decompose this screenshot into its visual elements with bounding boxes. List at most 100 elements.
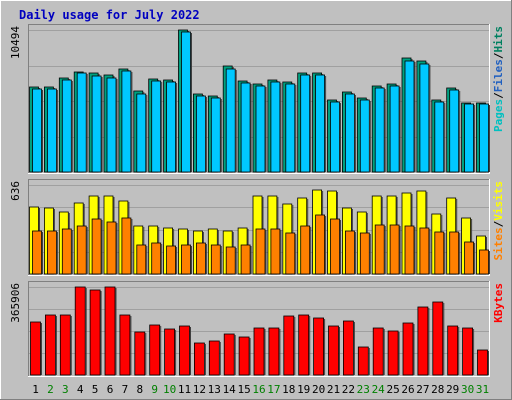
legend-kbytes: KBytes (492, 283, 505, 323)
bar-visits-sites-20 (315, 214, 326, 275)
bar-kbytes-kbytes-29 (447, 325, 459, 376)
bar-visits-sites-17 (270, 228, 281, 275)
bar-visits-sites-24 (374, 224, 385, 275)
day-label-20: 20 (312, 383, 325, 396)
panel-kbytes: 365906 KBytes (9, 281, 505, 377)
bar-kbytes-kbytes-8 (134, 331, 146, 376)
legend-item-files: Files (492, 59, 505, 92)
day-label-23: 23 (357, 383, 370, 396)
day-label-30: 30 (461, 383, 474, 396)
bar-kbytes-kbytes-25 (387, 330, 399, 376)
bar-visits-sites-29 (449, 231, 460, 275)
bar-hits-files-12 (195, 95, 206, 173)
bar-visits-sites-18 (285, 232, 296, 275)
bar-kbytes-kbytes-20 (313, 317, 325, 376)
bar-hits-files-20 (315, 74, 326, 173)
bar-visits-sites-21 (330, 218, 340, 275)
bar-hits-files-30 (464, 103, 475, 173)
bar-hits-files-5 (91, 75, 102, 173)
bar-visits-sites-14 (225, 246, 236, 275)
day-label-10: 10 (163, 383, 176, 396)
bar-visits-sites-27 (419, 227, 430, 275)
legend-item-kbytes: KBytes (492, 283, 505, 323)
bar-visits-sites-26 (404, 225, 415, 275)
bar-kbytes-kbytes-27 (417, 306, 429, 376)
bar-visits-sites-8 (136, 244, 147, 275)
bar-kbytes-kbytes-1 (30, 321, 41, 376)
legend-item-sites: Sites (492, 227, 505, 260)
bar-hits-files-16 (255, 85, 266, 173)
panel-visits: 636 Sites/Visits (9, 179, 505, 276)
legend-visits: Sites/Visits (492, 181, 505, 261)
day-label-24: 24 (372, 383, 386, 396)
bar-kbytes-kbytes-12 (193, 342, 205, 376)
bar-kbytes-kbytes-2 (45, 314, 56, 376)
day-label-31: 31 (476, 383, 489, 396)
bar-hits-files-17 (270, 81, 281, 173)
day-label-28: 28 (431, 383, 444, 396)
bar-kbytes-kbytes-17 (268, 327, 280, 376)
bar-hits-files-31 (479, 103, 489, 173)
day-label-16: 16 (252, 383, 265, 396)
bar-hits-files-1 (32, 88, 42, 173)
day-label-3: 3 (62, 383, 69, 396)
legend-item-hits: Hits (492, 26, 505, 53)
day-label-29: 29 (446, 383, 459, 396)
bar-visits-sites-9 (151, 242, 162, 275)
max-label-kbytes: 365906 (9, 283, 22, 323)
bar-kbytes-kbytes-21 (328, 325, 339, 376)
bar-kbytes-kbytes-16 (253, 327, 265, 376)
bar-visits-sites-12 (195, 242, 206, 275)
legend-separator: / (492, 220, 505, 227)
day-label-27: 27 (416, 383, 429, 396)
day-label-9: 9 (151, 383, 158, 396)
bar-kbytes-kbytes-23 (357, 346, 369, 376)
legend-item-pages: Pages (492, 99, 505, 132)
day-label-17: 17 (267, 383, 280, 396)
day-label-22: 22 (342, 383, 355, 396)
bar-hits-files-19 (300, 74, 311, 173)
day-label-12: 12 (193, 383, 206, 396)
bar-hits-files-23 (359, 99, 370, 173)
bar-hits-files-7 (121, 70, 132, 173)
bar-hits-files-4 (76, 72, 87, 173)
bar-visits-sites-13 (210, 244, 221, 275)
day-label-2: 2 (47, 383, 54, 396)
bar-hits-files-13 (210, 97, 221, 173)
day-label-13: 13 (208, 383, 221, 396)
bar-hits-files-28 (434, 101, 445, 173)
bar-hits-files-11 (181, 31, 191, 173)
bar-hits-files-29 (449, 89, 460, 173)
bar-kbytes-kbytes-26 (402, 322, 414, 376)
bar-visits-sites-10 (166, 245, 177, 275)
day-label-18: 18 (282, 383, 295, 396)
bar-kbytes-kbytes-9 (149, 324, 161, 376)
day-label-8: 8 (136, 383, 143, 396)
bar-kbytes-kbytes-14 (223, 333, 235, 376)
day-label-21: 21 (327, 383, 340, 396)
bar-hits-files-8 (136, 93, 147, 173)
bar-hits-files-21 (330, 101, 340, 173)
bar-visits-sites-5 (91, 218, 102, 275)
bar-hits-files-22 (344, 93, 355, 173)
bar-kbytes-kbytes-28 (432, 301, 444, 376)
bar-hits-files-2 (47, 88, 57, 173)
bar-visits-sites-15 (240, 244, 251, 275)
bar-visits-sites-25 (389, 224, 400, 275)
bar-hits-files-10 (166, 81, 177, 173)
bar-visits-sites-2 (47, 230, 57, 275)
day-label-26: 26 (401, 383, 414, 396)
bar-hits-files-24 (374, 87, 385, 173)
bar-kbytes-kbytes-5 (89, 289, 101, 376)
bar-hits-files-15 (240, 82, 251, 173)
day-label-15: 15 (237, 383, 250, 396)
legend-separator: / (492, 92, 505, 99)
bar-kbytes-kbytes-6 (104, 286, 116, 376)
bar-kbytes-kbytes-13 (208, 340, 220, 376)
bar-kbytes-kbytes-3 (59, 314, 71, 376)
bar-visits-sites-1 (32, 230, 42, 275)
bar-kbytes-kbytes-24 (372, 327, 384, 376)
day-label-25: 25 (386, 383, 399, 396)
bar-kbytes-kbytes-18 (283, 315, 295, 376)
